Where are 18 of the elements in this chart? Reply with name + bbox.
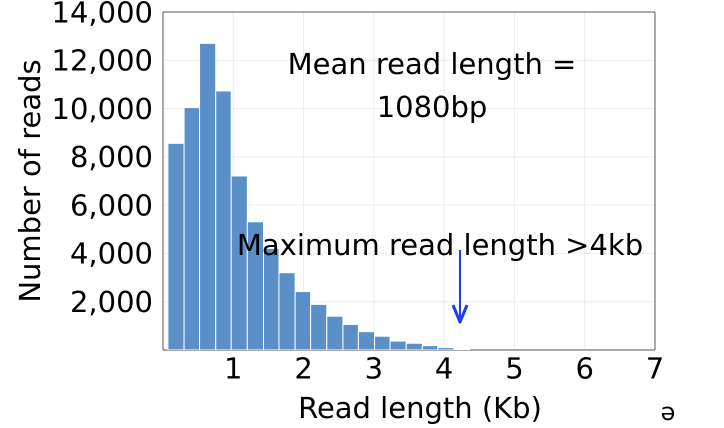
annotation: Mean read length = 1080bp [288, 47, 576, 124]
y-tick-label: 2,000 [70, 285, 153, 320]
y-axis-title: Number of reads [13, 59, 47, 303]
x-tick-label: 1 [224, 352, 243, 386]
y-tick-label: 14,000 [52, 0, 153, 30]
x-axis-title: Read length (Kb) [298, 391, 542, 425]
y-tick-label: 10,000 [52, 92, 153, 126]
y-tick-label: 8,000 [70, 140, 153, 174]
y-tick-label: 6,000 [70, 188, 153, 222]
x-tick-label: 4 [434, 352, 454, 386]
x-tick-label: 7 [646, 352, 664, 386]
y-tick-label: 12,000 [52, 44, 153, 78]
x-tick-label: 2 [294, 352, 313, 386]
x-tick-label: 5 [505, 352, 524, 386]
text: ə [660, 398, 676, 426]
x-tick-label: 6 [575, 352, 594, 386]
x-tick-label: 3 [364, 352, 384, 386]
y-tick-label: 4,000 [70, 236, 153, 271]
